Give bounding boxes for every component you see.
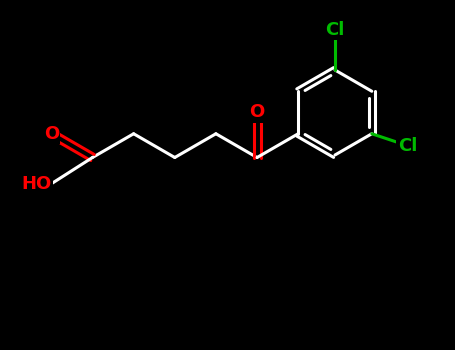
Text: O: O xyxy=(44,125,59,143)
Text: O: O xyxy=(249,103,265,121)
Text: Cl: Cl xyxy=(398,136,417,155)
Text: Cl: Cl xyxy=(325,21,345,38)
Text: HO: HO xyxy=(21,175,51,193)
